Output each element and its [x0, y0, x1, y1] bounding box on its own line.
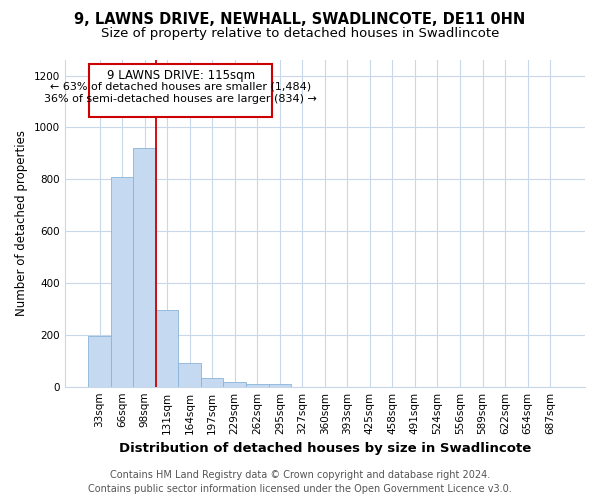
- Bar: [178, 364, 201, 386]
- Bar: [246, 384, 269, 386]
- Bar: [88, 336, 111, 386]
- Bar: [201, 378, 223, 386]
- X-axis label: Distribution of detached houses by size in Swadlincote: Distribution of detached houses by size …: [119, 442, 531, 455]
- Bar: [156, 310, 178, 386]
- Bar: [111, 176, 133, 386]
- Bar: [223, 382, 246, 386]
- Text: 36% of semi-detached houses are larger (834) →: 36% of semi-detached houses are larger (…: [44, 94, 317, 104]
- Bar: [269, 384, 291, 386]
- Text: Size of property relative to detached houses in Swadlincote: Size of property relative to detached ho…: [101, 28, 499, 40]
- Bar: [133, 148, 156, 386]
- Text: Contains HM Land Registry data © Crown copyright and database right 2024.
Contai: Contains HM Land Registry data © Crown c…: [88, 470, 512, 494]
- Text: 9 LAWNS DRIVE: 115sqm: 9 LAWNS DRIVE: 115sqm: [107, 68, 255, 82]
- Y-axis label: Number of detached properties: Number of detached properties: [15, 130, 28, 316]
- Text: ← 63% of detached houses are smaller (1,484): ← 63% of detached houses are smaller (1,…: [50, 82, 311, 92]
- FancyBboxPatch shape: [89, 64, 272, 117]
- Text: 9, LAWNS DRIVE, NEWHALL, SWADLINCOTE, DE11 0HN: 9, LAWNS DRIVE, NEWHALL, SWADLINCOTE, DE…: [74, 12, 526, 28]
